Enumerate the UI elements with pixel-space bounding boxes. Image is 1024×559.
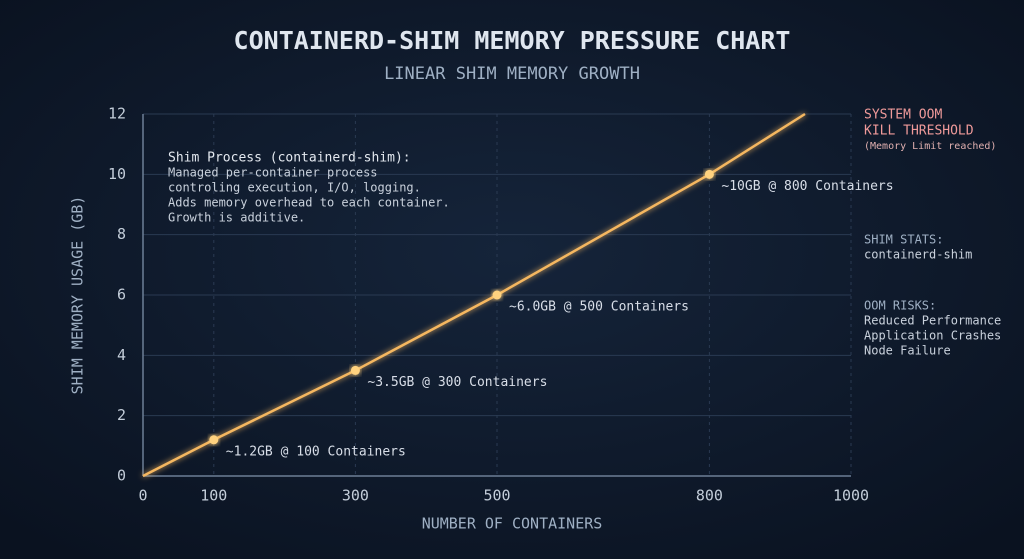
x-tick-label: 0 xyxy=(138,487,147,505)
x-axis-label: NUMBER OF CONTAINERS xyxy=(422,515,603,533)
info-line: Growth is additive. xyxy=(168,211,305,225)
threshold-label: KILL THRESHOLD xyxy=(864,124,974,139)
point-label: ~1.2GB @ 100 Containers xyxy=(226,444,406,459)
x-tick-label: 500 xyxy=(483,487,510,505)
info-line: Managed per-container process xyxy=(168,166,378,180)
point-label: ~6.0GB @ 500 Containers xyxy=(509,300,689,315)
x-tick-label: 1000 xyxy=(833,487,869,505)
panel-item: Reduced Performance xyxy=(864,314,1001,328)
point-label: ~3.5GB @ 300 Containers xyxy=(367,375,547,390)
panel-heading: OOM RISKS: xyxy=(864,299,936,313)
data-point xyxy=(209,435,219,445)
panel-heading: SHIM STATS: xyxy=(864,233,943,247)
point-label: ~10GB @ 800 Containers xyxy=(721,179,893,194)
data-point xyxy=(350,365,360,375)
panel-item: containerd-shim xyxy=(864,248,972,262)
x-tick-label: 300 xyxy=(342,487,369,505)
y-tick-label: 4 xyxy=(117,346,126,364)
threshold-label: SYSTEM OOM xyxy=(864,108,942,123)
y-tick-label: 8 xyxy=(117,225,126,243)
panel-item: Application Crashes xyxy=(864,329,1001,343)
y-tick-label: 12 xyxy=(108,105,126,123)
chart-subtitle: LINEAR SHIM MEMORY GROWTH xyxy=(384,64,640,84)
info-title: Shim Process (containerd-shim): xyxy=(168,151,411,166)
y-tick-label: 6 xyxy=(117,286,126,304)
data-line xyxy=(142,112,806,478)
panel-item: Node Failure xyxy=(864,344,951,358)
y-tick-label: 2 xyxy=(117,406,126,424)
x-tick-label: 800 xyxy=(696,487,723,505)
threshold-note: (Memory Limit reached) xyxy=(864,141,996,152)
x-tick-label: 100 xyxy=(200,487,227,505)
y-tick-label: 0 xyxy=(117,467,126,485)
y-tick-label: 10 xyxy=(108,165,126,183)
data-point xyxy=(492,290,502,300)
data-point xyxy=(704,169,714,179)
y-axis-label: SHIM MEMORY USAGE (GB) xyxy=(69,196,87,395)
info-line: Adds memory overhead to each container. xyxy=(168,196,450,210)
chart-title: CONTAINERD-SHIM MEMORY PRESSURE CHART xyxy=(234,26,791,55)
info-line: controling execution, I/O, logging. xyxy=(168,181,421,195)
